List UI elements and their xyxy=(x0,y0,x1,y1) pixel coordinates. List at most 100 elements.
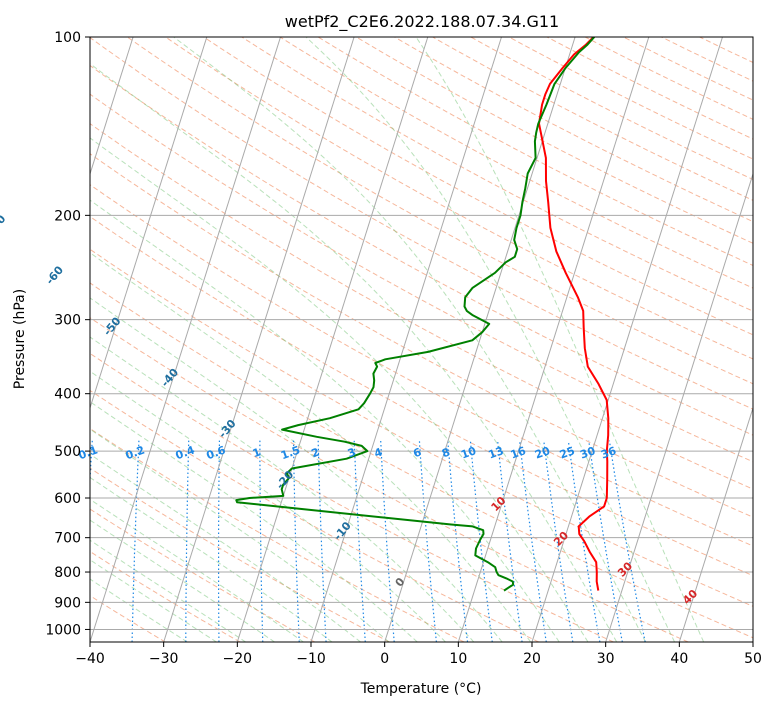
moist-adiabat xyxy=(90,137,589,642)
dry-adiabat xyxy=(90,352,614,642)
mixing-ratio-line xyxy=(218,440,220,642)
dry-adiabat xyxy=(90,64,753,436)
moist-adiabat xyxy=(90,578,188,642)
mixing-ratio-line xyxy=(543,440,574,642)
x-tick-label: −40 xyxy=(75,651,105,667)
y-tick-label: 900 xyxy=(54,595,81,611)
dry-adiabat xyxy=(90,427,465,642)
isotherm-line xyxy=(752,640,753,642)
dry-adiabat xyxy=(90,595,166,642)
mixing-ratio-line xyxy=(380,440,395,642)
mixing-ratio-line xyxy=(259,440,264,642)
mixing-ratio-line xyxy=(567,440,601,642)
y-tick-label: 700 xyxy=(54,531,81,547)
background-lines xyxy=(90,37,753,642)
mixing-ratio-line xyxy=(519,440,547,642)
mixing-ratio-label: 2 xyxy=(310,445,322,460)
isotherm-line xyxy=(90,37,134,176)
mixing-ratio-line xyxy=(497,440,523,642)
mixing-ratio-label: 16 xyxy=(509,444,528,462)
mixing-ratio-line xyxy=(292,440,300,642)
mixing-ratio-line xyxy=(447,440,469,642)
dry-adiabat xyxy=(584,37,753,120)
dry-adiabat xyxy=(90,37,753,410)
mixing-ratio-label: 10 xyxy=(459,444,478,462)
mixing-ratio-label: 8 xyxy=(440,445,452,460)
dry-adiabat xyxy=(90,317,689,642)
isotherm-line xyxy=(90,37,208,410)
y-tick-label: 800 xyxy=(54,565,81,581)
mixing-ratio-label: 0.4 xyxy=(174,443,197,462)
moist-adiabat xyxy=(90,559,217,642)
mixing-ratio-label: 25 xyxy=(558,444,577,461)
moist-adiabat xyxy=(90,370,446,642)
mixing-ratio-line xyxy=(588,440,623,642)
plot-frame xyxy=(89,36,754,643)
y-tick-label: 600 xyxy=(54,491,81,507)
dry-adiabat xyxy=(661,37,753,82)
dry-adiabat xyxy=(90,153,753,518)
dry-adiabat xyxy=(90,215,753,577)
x-axis-ticks: −40 −30 −20 −10 0 10 20 30 40 50 xyxy=(75,642,762,667)
moist-adiabat xyxy=(90,401,418,642)
isotherm-line xyxy=(605,172,753,642)
overlay-labels: 0.10.20.40.611.52346810131620253036-100-… xyxy=(0,212,701,607)
series-lines xyxy=(235,37,610,592)
mixing-ratio-line xyxy=(131,440,140,642)
mixing-ratio-label: 3 xyxy=(346,445,358,460)
moist-adiabat xyxy=(90,428,390,642)
dry-adiabat-label: -20 xyxy=(274,468,297,492)
dewpoint-profile-line xyxy=(235,37,596,592)
y-axis-title: Pressure (hPa) xyxy=(12,289,28,389)
mixing-ratio-label: 0.1 xyxy=(77,443,100,462)
mixing-ratio-label: 20 xyxy=(533,444,552,462)
x-tick-label: 0 xyxy=(380,651,389,667)
dry-adiabat-label: -50 xyxy=(101,314,124,338)
dry-adiabat xyxy=(508,37,753,160)
dry-adiabat xyxy=(241,37,753,312)
moist-adiabat-label: 40 xyxy=(680,587,700,607)
mixing-ratio-label: 13 xyxy=(487,444,506,461)
mixing-ratio-line xyxy=(185,440,190,642)
moist-adiabat xyxy=(90,539,246,642)
dry-adiabat xyxy=(699,37,753,63)
mixing-ratio-label: 36 xyxy=(599,444,618,462)
isotherm-line xyxy=(531,37,723,642)
moist-adiabat xyxy=(305,37,676,642)
mixing-ratio-line xyxy=(469,440,493,642)
isotherm-line xyxy=(0,37,60,642)
dry-adiabat xyxy=(165,37,753,360)
grid-lines xyxy=(0,37,753,642)
moist-adiabat xyxy=(415,37,705,642)
dry-adiabat xyxy=(90,550,241,642)
dry-adiabat-label: -10 xyxy=(331,519,354,543)
moist-adiabat xyxy=(90,252,532,642)
moist-adiabat xyxy=(90,63,618,642)
moist-adiabat xyxy=(90,519,275,642)
isotherm-line xyxy=(310,37,502,642)
isotherm-line xyxy=(678,406,753,642)
chart-title: wetPf2_C2E6.2022.188.07.34.G11 xyxy=(285,12,559,32)
moist-adiabat xyxy=(90,453,361,642)
moist-adiabat xyxy=(90,498,304,642)
mixing-ratio-line xyxy=(317,440,327,642)
x-tick-label: −20 xyxy=(223,651,253,667)
x-tick-label: 30 xyxy=(597,651,615,667)
isotherm-line xyxy=(163,37,355,642)
x-tick-label: 50 xyxy=(744,651,762,667)
dry-adiabat xyxy=(470,37,753,181)
mixing-ratio-label: 0.2 xyxy=(124,443,147,462)
moist-adiabat xyxy=(90,336,475,642)
temperature-profile-line xyxy=(538,37,610,591)
moist-adiabat xyxy=(173,37,647,642)
dry-adiabat xyxy=(203,37,753,336)
dry-adiabat-label: -60 xyxy=(43,263,66,287)
moist-adiabat-label: 20 xyxy=(551,529,571,549)
dry-adiabat-label: -70 xyxy=(0,212,9,236)
dry-adiabat xyxy=(90,389,540,642)
x-tick-label: 40 xyxy=(670,651,688,667)
mixing-ratio-line xyxy=(418,440,437,642)
dry-adiabat xyxy=(546,37,753,140)
dry-adiabat xyxy=(90,467,390,642)
y-tick-label: 1000 xyxy=(45,622,81,638)
